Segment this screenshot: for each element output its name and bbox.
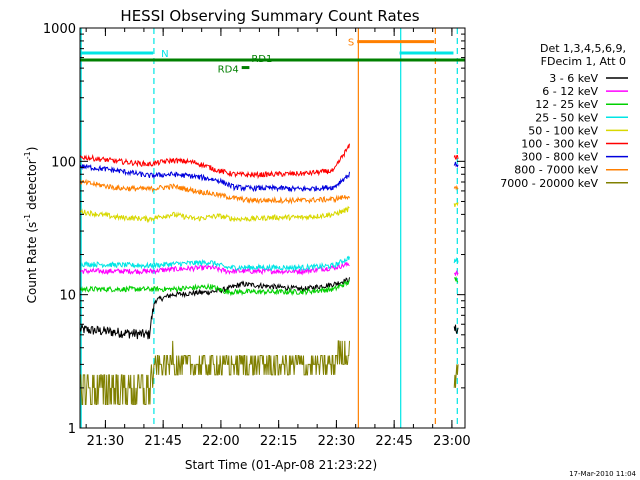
series-line-0-before [79,277,350,340]
series-line-6-before [79,164,350,193]
legend-header-1: FDecim 1, Att 0 [541,55,626,68]
x-tick-label-0: 21:30 [87,434,124,449]
series-line-8-before [80,340,350,405]
legend-label-2: 12 - 25 keV [535,98,598,111]
series-line-2-before [79,279,350,297]
legend-label-3: 25 - 50 keV [535,111,598,124]
y-axis-label: Count Rate (s-1 detector-1) [23,147,39,304]
legend-label-8: 7000 - 20000 keV [500,177,598,190]
series-line-1-after [454,269,459,277]
footer-timestamp: 17-Mar-2010 11:04 [569,470,636,478]
series-line-3-before [79,255,350,272]
state-label-rd4: RD4 [218,65,239,76]
y-tick-label-3: 1000 [43,22,76,37]
series-line-7-after [453,184,459,191]
series-line-6-after [453,161,459,168]
series-line-5-before [79,143,350,180]
series-line-4-before [79,205,350,224]
state-label-rd1: RD1 [251,54,272,65]
y-tick-label-1: 10 [59,289,76,304]
x-tick-label-1: 21:45 [144,434,181,449]
series-line-2-after [454,276,459,283]
x-tick-label-6: 23:00 [433,434,470,449]
series-line-8-after [453,364,459,388]
legend-label-1: 6 - 12 keV [542,85,598,98]
y-tick-label-2: 100 [51,155,76,170]
legend-label-0: 3 - 6 keV [549,72,598,85]
x-axis-label: Start Time (01-Apr-08 21:23:22) [185,458,377,472]
chart-title: HESSI Observing Summary Count Rates [120,7,419,25]
series-line-5-after [453,154,459,160]
series-line-1-before [79,261,350,276]
x-tick-label-2: 22:00 [202,434,239,449]
legend-label-6: 300 - 800 keV [521,151,598,164]
legend-label-4: 50 - 100 keV [528,124,598,137]
legend-label-5: 100 - 300 keV [521,138,598,151]
x-tick-label-4: 22:30 [318,434,355,449]
series-line-7-before [79,178,350,205]
plot-frame [79,27,466,429]
legend-header-0: Det 1,3,4,5,6,9, [540,42,626,55]
legend-label-7: 800 - 7000 keV [514,164,598,177]
series-line-3-after [453,257,459,264]
series-line-4-after [453,202,459,207]
state-label-s: S [348,38,354,49]
x-tick-label-5: 22:45 [375,434,412,449]
state-label-n: N [161,49,168,60]
y-tick-label-0: 1 [68,422,76,437]
series-line-0-after [453,324,459,334]
x-tick-label-3: 22:15 [260,434,297,449]
